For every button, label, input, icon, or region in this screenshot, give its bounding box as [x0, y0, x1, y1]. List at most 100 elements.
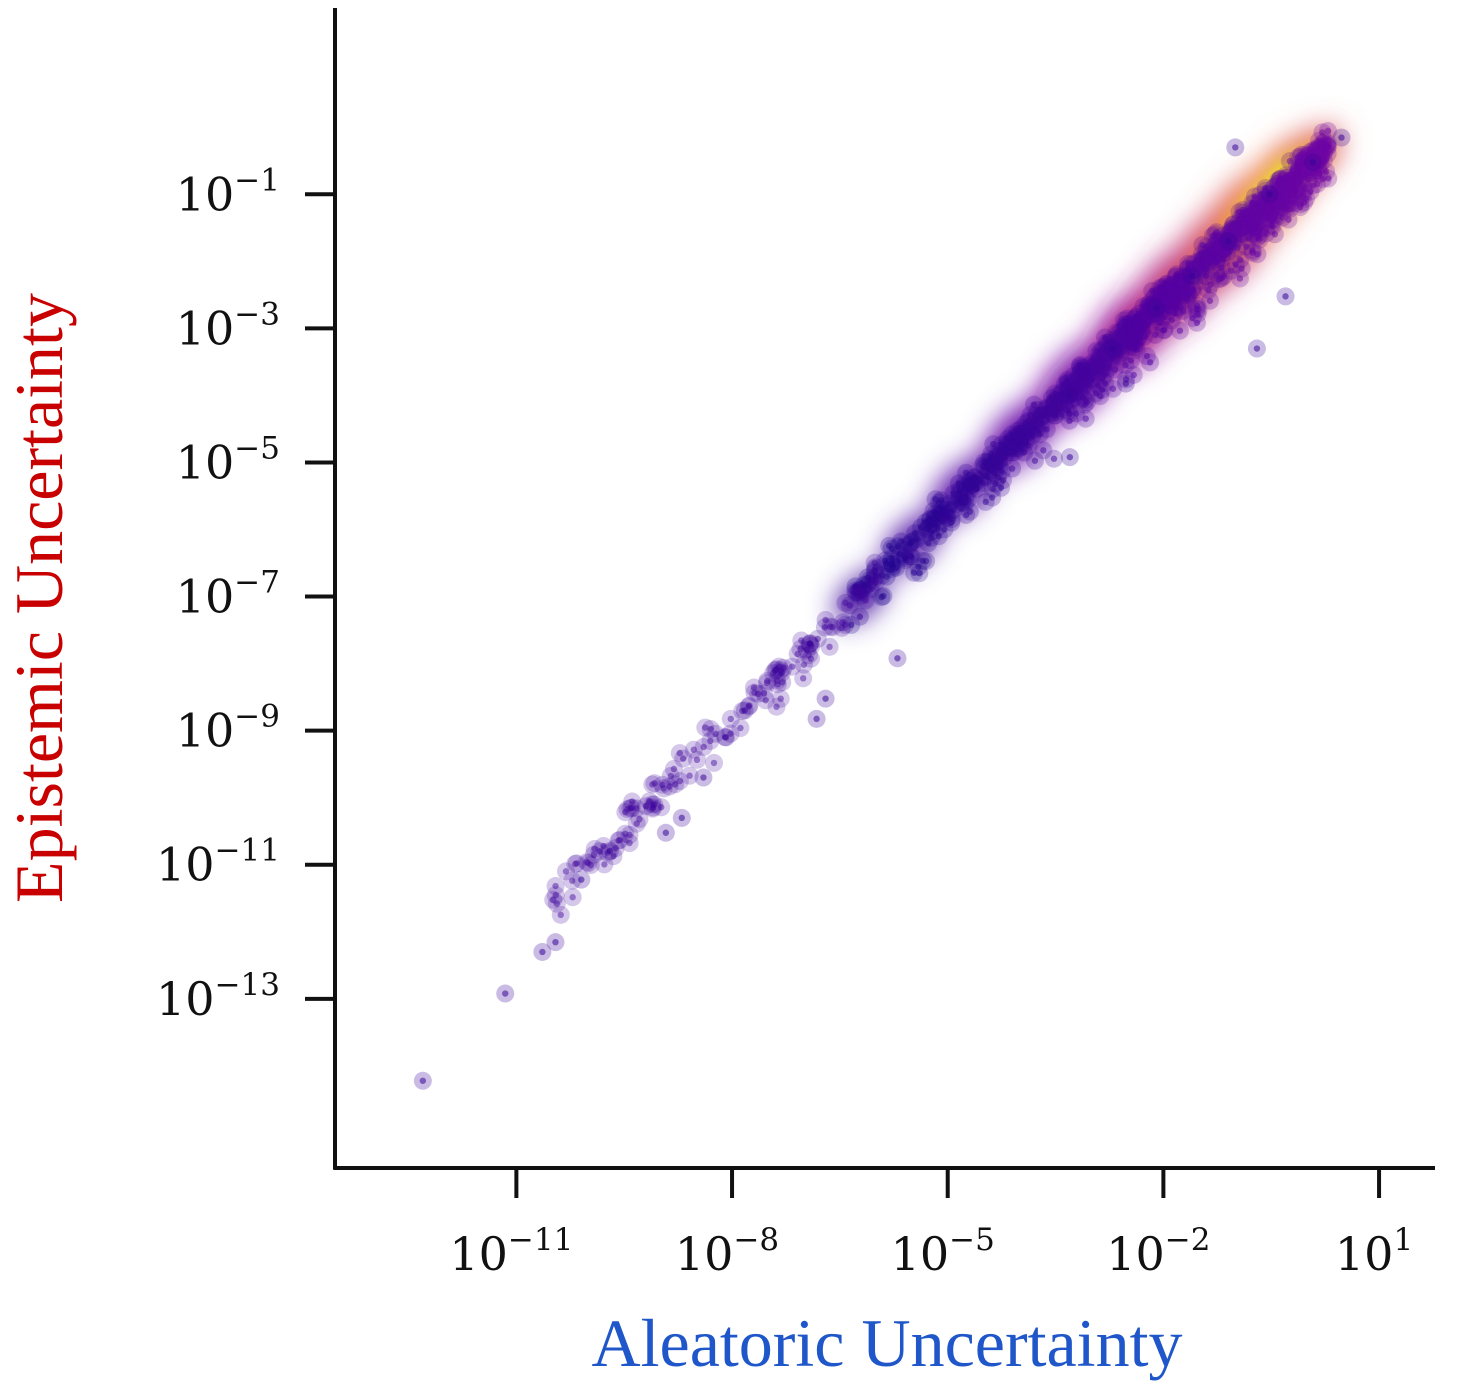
data-point — [1218, 243, 1237, 262]
data-point — [1314, 151, 1333, 170]
data-point — [1270, 198, 1289, 217]
data-point — [1077, 366, 1096, 385]
data-point — [1276, 192, 1295, 211]
data-point — [1203, 248, 1222, 267]
data-point — [1009, 431, 1028, 450]
data-point — [1076, 390, 1095, 409]
data-point — [853, 579, 872, 598]
data-point — [912, 518, 931, 537]
data-point — [1234, 225, 1253, 244]
data-point — [998, 430, 1017, 449]
data-point — [1211, 243, 1230, 262]
data-point — [794, 669, 813, 688]
data-point — [928, 518, 947, 537]
data-point — [990, 458, 1009, 477]
data-point — [1282, 185, 1301, 204]
data-point — [1208, 250, 1227, 269]
data-point — [1284, 171, 1303, 190]
data-point — [1241, 214, 1260, 233]
data-point — [965, 468, 984, 487]
data-point — [1231, 216, 1250, 235]
data-point — [928, 509, 947, 528]
data-point — [880, 536, 899, 555]
data-point — [1283, 182, 1302, 201]
data-point — [1046, 403, 1065, 422]
data-point — [1277, 173, 1296, 192]
data-point — [1291, 173, 1310, 192]
data-point — [1234, 203, 1253, 222]
data-point — [1269, 171, 1288, 190]
y-axis-label: Epistemic Uncertainty — [1, 293, 77, 903]
data-point — [1004, 439, 1023, 458]
data-point — [1241, 211, 1260, 230]
y-tick-label: 10−13 — [156, 967, 280, 1026]
data-point — [990, 451, 1009, 470]
data-point — [1293, 162, 1312, 181]
data-point — [1142, 298, 1161, 317]
data-point — [1160, 289, 1179, 308]
data-point — [1154, 289, 1173, 308]
data-point — [1273, 208, 1292, 227]
data-point — [1243, 194, 1262, 213]
data-point — [903, 532, 922, 551]
data-point — [701, 731, 720, 750]
data-point — [749, 684, 768, 703]
data-point — [1120, 337, 1139, 356]
data-point — [957, 505, 976, 524]
density-blob — [930, 457, 994, 521]
data-point — [1243, 199, 1262, 218]
data-point — [980, 449, 999, 468]
data-point — [1160, 283, 1179, 302]
data-point — [1187, 300, 1206, 319]
data-point — [1300, 163, 1319, 182]
data-point — [1240, 214, 1259, 233]
data-point — [1314, 133, 1333, 152]
data-point — [1289, 162, 1308, 181]
data-point — [1248, 228, 1267, 247]
data-point — [957, 463, 976, 482]
data-point — [1281, 175, 1300, 194]
data-point — [1014, 424, 1033, 443]
data-point — [1306, 143, 1325, 162]
data-point — [1271, 169, 1290, 188]
data-point — [1244, 194, 1263, 213]
data-point — [1012, 419, 1031, 438]
data-point — [1279, 210, 1298, 229]
data-point — [1245, 200, 1264, 219]
data-point — [1032, 407, 1051, 426]
data-point — [913, 551, 932, 570]
data-point — [1133, 320, 1152, 339]
data-point — [643, 795, 662, 814]
data-point — [1263, 193, 1282, 212]
data-point — [1200, 291, 1219, 310]
data-point — [1077, 363, 1096, 382]
data-point — [1291, 147, 1310, 166]
data-point — [1031, 409, 1050, 428]
data-point — [1118, 323, 1137, 342]
data-point — [1075, 395, 1094, 414]
data-point — [1265, 225, 1284, 244]
data-point — [1204, 240, 1223, 259]
data-point — [1086, 384, 1105, 403]
data-point — [906, 524, 925, 543]
data-point — [1122, 334, 1141, 353]
data-point — [1210, 234, 1229, 253]
data-point — [960, 472, 979, 491]
data-point — [1313, 123, 1332, 142]
data-point — [1074, 362, 1093, 381]
data-point — [1243, 241, 1262, 260]
data-point — [1157, 285, 1176, 304]
data-point — [1103, 334, 1122, 353]
data-point — [1209, 234, 1228, 253]
data-point — [1084, 353, 1103, 372]
data-point — [1249, 196, 1268, 215]
data-point — [1060, 386, 1079, 405]
data-point — [1112, 344, 1131, 363]
density-blob — [883, 514, 941, 572]
data-point — [1197, 237, 1216, 256]
data-point — [1239, 217, 1258, 236]
data-point — [1095, 339, 1114, 358]
data-point — [754, 684, 773, 703]
data-point — [1231, 250, 1250, 269]
data-point — [1293, 176, 1312, 195]
